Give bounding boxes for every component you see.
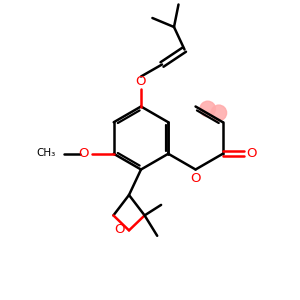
- Text: O: O: [190, 172, 201, 185]
- Circle shape: [200, 101, 215, 117]
- Text: O: O: [136, 75, 146, 88]
- Text: O: O: [114, 223, 125, 236]
- Text: O: O: [247, 147, 257, 160]
- Text: CH₃: CH₃: [36, 148, 55, 158]
- Text: O: O: [79, 147, 89, 160]
- Circle shape: [211, 105, 226, 121]
